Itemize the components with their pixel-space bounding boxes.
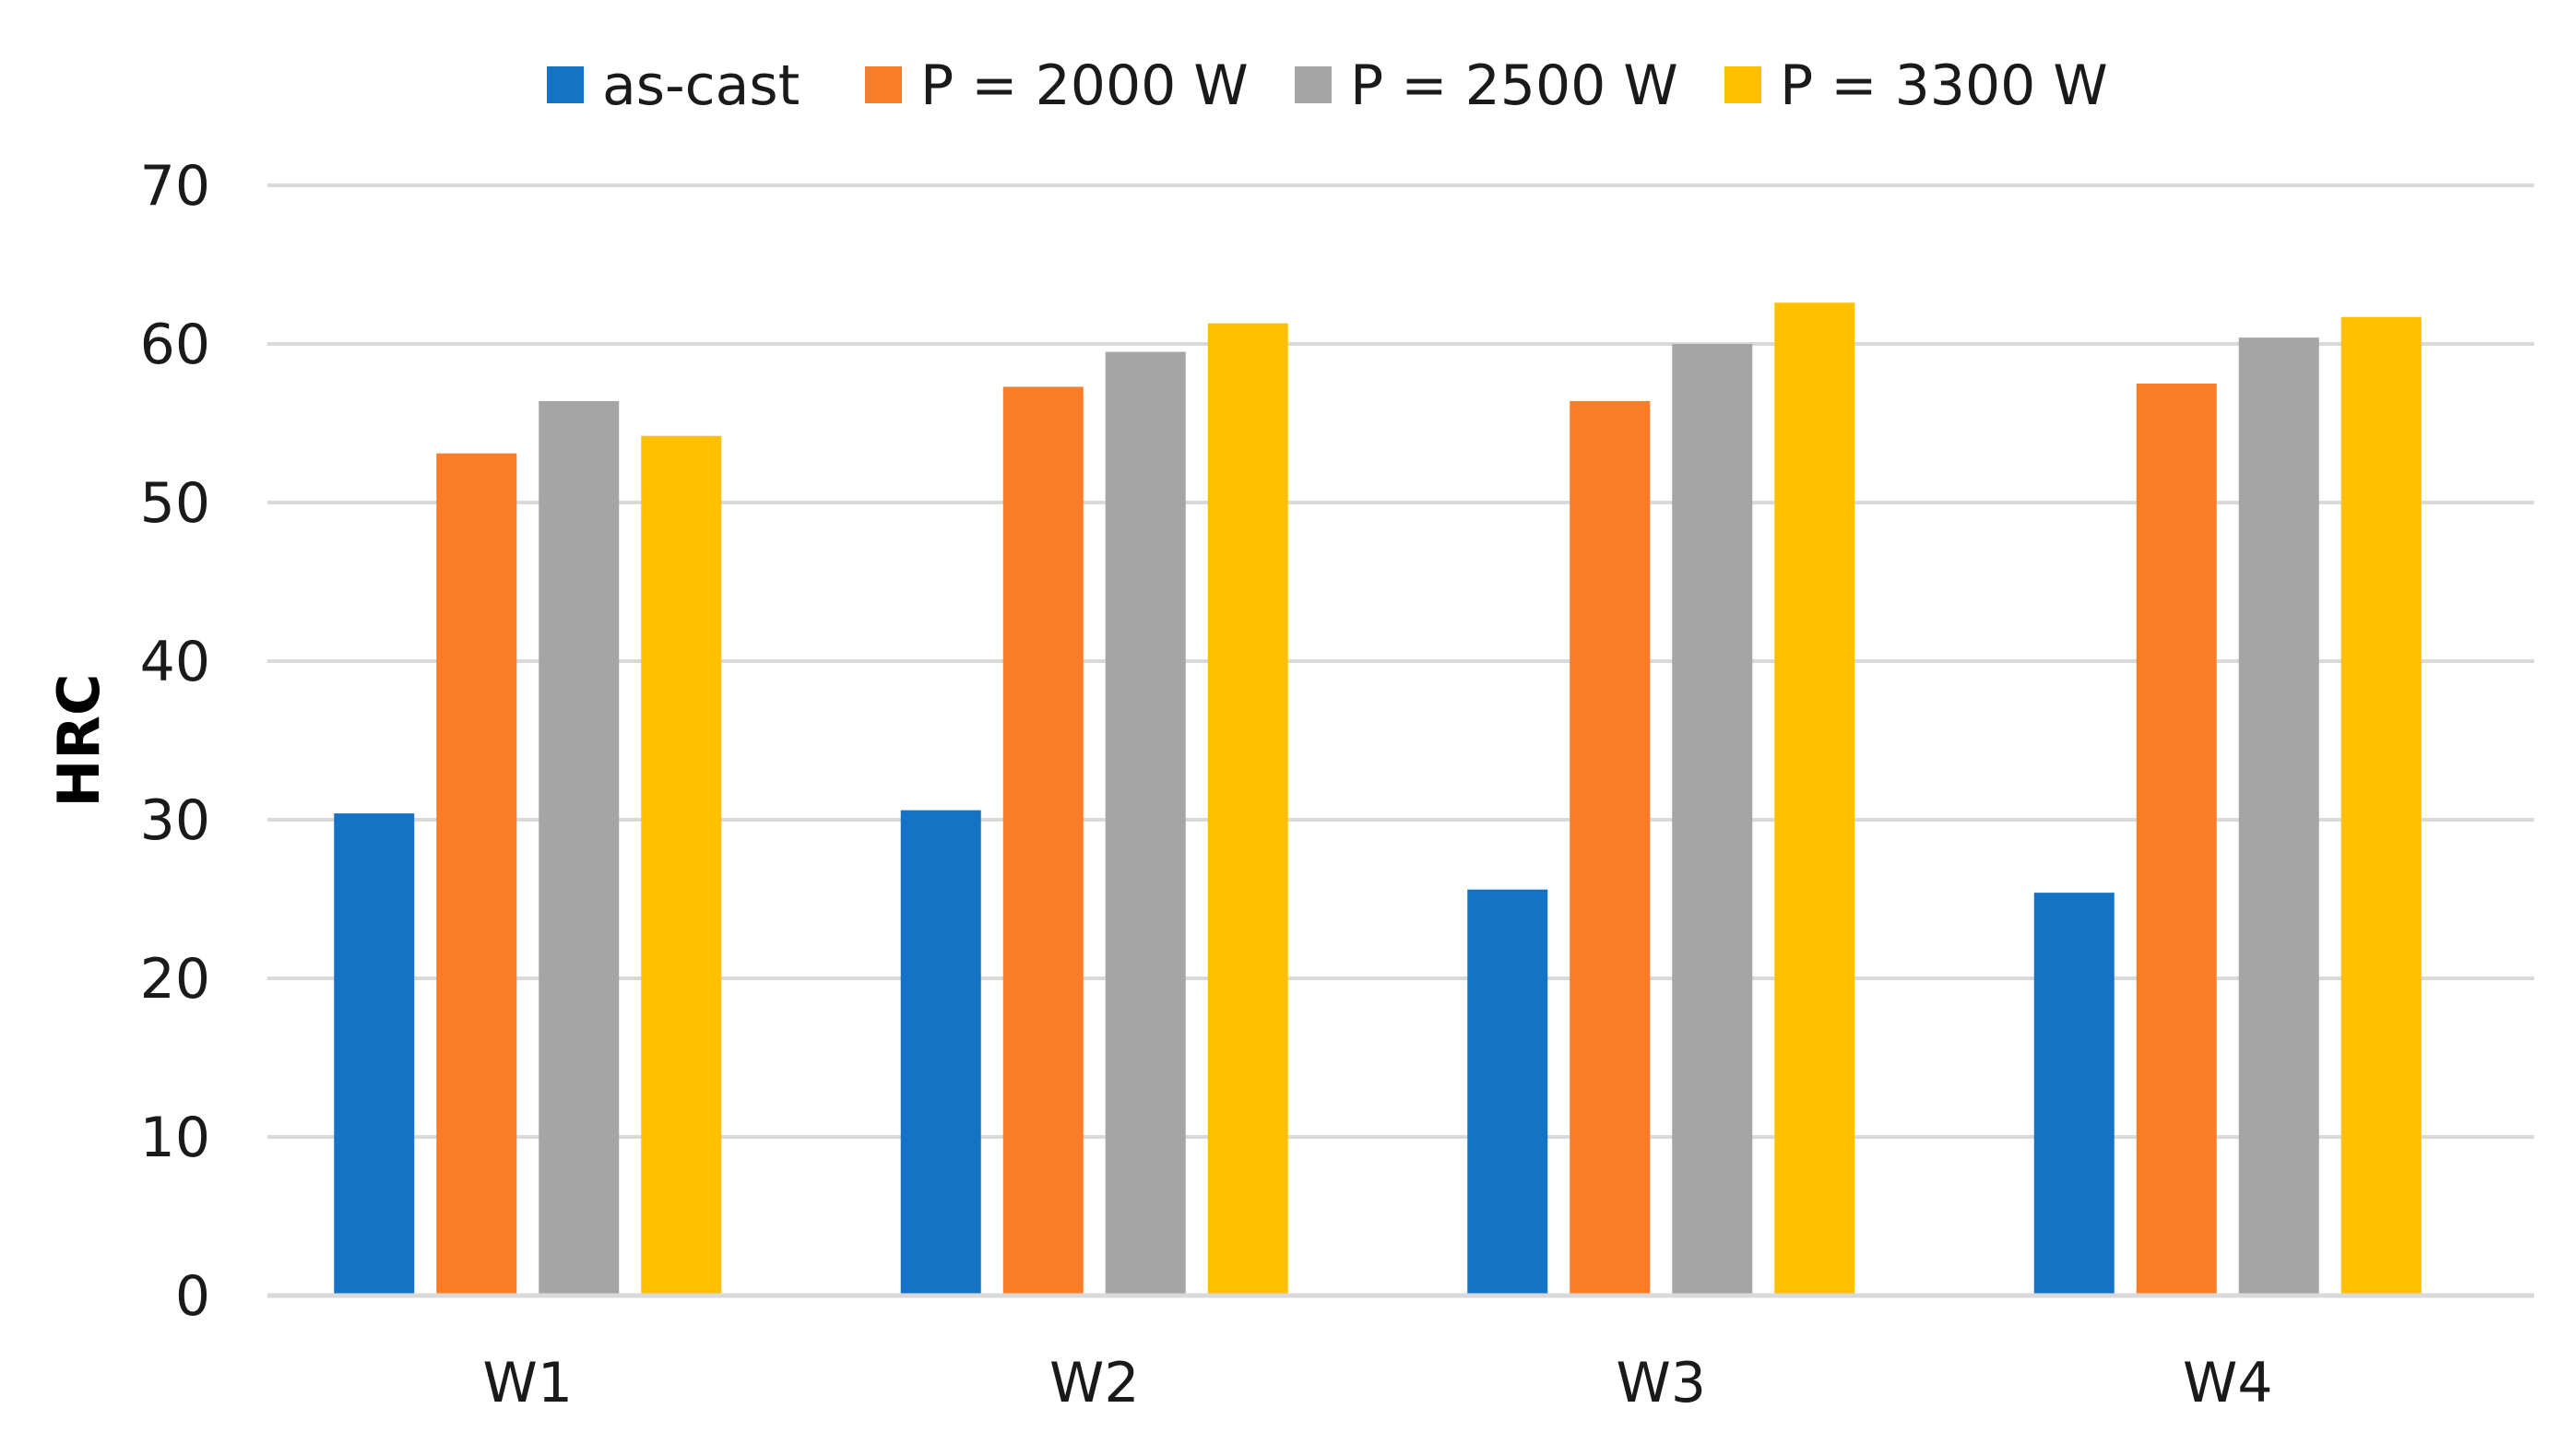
legend-label-2: P = 2500 W — [1350, 53, 1678, 118]
bar-w3-series-2 — [1672, 344, 1753, 1296]
bar-w4-series-3 — [2340, 316, 2422, 1296]
y-tick-label-50: 50 — [140, 471, 210, 536]
y-tick-label-40: 40 — [140, 630, 210, 694]
bar-w1-series-1 — [436, 453, 517, 1296]
legend-item-1: P = 2000 W — [865, 53, 1249, 118]
y-tick-label-10: 10 — [140, 1106, 210, 1170]
bars — [334, 302, 2422, 1296]
bar-w3-series-0 — [1467, 889, 1548, 1296]
legend-label-3: P = 3300 W — [1780, 53, 2108, 118]
bar-w3-series-1 — [1570, 400, 1651, 1296]
legend-label-0: as-cast — [602, 53, 800, 118]
bar-w2-series-3 — [1207, 323, 1288, 1296]
bar-w1-series-2 — [539, 400, 620, 1296]
bar-w2-series-1 — [1002, 386, 1084, 1296]
y-axis-label: HRC — [45, 673, 113, 807]
y-tick-label-70: 70 — [140, 154, 210, 219]
bar-w2-series-0 — [900, 810, 981, 1296]
legend-item-2: P = 2500 W — [1295, 53, 1678, 118]
bar-w4-series-0 — [2033, 893, 2115, 1296]
y-tick-label-60: 60 — [140, 313, 210, 377]
y-tick-label-30: 30 — [140, 788, 210, 853]
bar-w1-series-3 — [641, 435, 722, 1296]
bar-w4-series-1 — [2136, 384, 2217, 1296]
legend: as-cast P = 2000 W P = 2500 W P = 3300 W — [547, 53, 2108, 118]
x-tick-label-w4: W4 — [2183, 1351, 2273, 1415]
y-tick-label-20: 20 — [140, 947, 210, 1012]
bar-w2-series-2 — [1105, 351, 1186, 1296]
legend-swatch-2 — [1295, 66, 1332, 103]
y-tick-label-0: 0 — [175, 1264, 210, 1329]
legend-swatch-1 — [865, 66, 902, 103]
legend-item-3: P = 3300 W — [1724, 53, 2108, 118]
bar-w4-series-2 — [2238, 337, 2319, 1296]
bar-w1-series-0 — [334, 813, 415, 1296]
legend-label-1: P = 2000 W — [920, 53, 1249, 118]
legend-swatch-0 — [547, 66, 584, 103]
x-tick-labels: W1 W2 W3 W4 — [483, 1351, 2273, 1415]
x-tick-label-w2: W2 — [1049, 1351, 1140, 1415]
bar-w3-series-3 — [1774, 302, 1855, 1296]
y-tick-labels: 0 10 20 30 40 50 60 70 — [140, 154, 210, 1329]
legend-swatch-3 — [1724, 66, 1761, 103]
legend-item-0: as-cast — [547, 53, 800, 118]
x-tick-label-w1: W1 — [483, 1351, 574, 1415]
x-tick-label-w3: W3 — [1617, 1351, 1707, 1415]
